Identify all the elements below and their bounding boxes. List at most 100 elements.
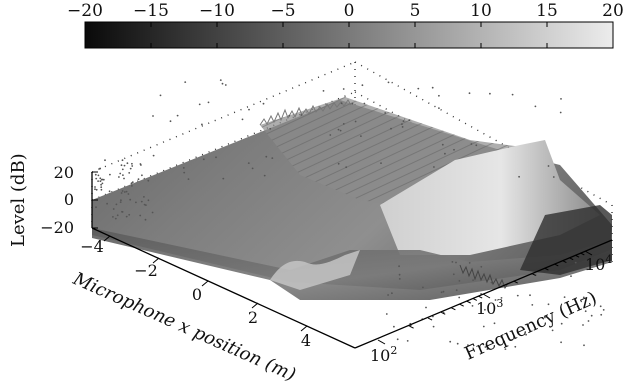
noise-dot [574,261,577,264]
noise-dot [141,174,143,177]
noise-dot [511,93,514,96]
noise-dot [398,273,401,276]
colorbar-tick-label: −10 [199,1,235,21]
noise-dot [140,164,142,166]
noise-dot [408,119,411,122]
noise-dot [531,304,534,306]
colorbar: −20 −15 −10 −5 0 5 10 15 20 [67,1,623,49]
surface [92,97,612,300]
freq-minor-tick [554,263,559,267]
noise-dot [95,177,98,180]
noise-dot [159,94,162,97]
z-tick-label: −20 [40,218,74,237]
colorbar-tick-label: 10 [470,1,492,21]
colorbar-tick-label: −15 [133,1,169,21]
noise-dot [135,201,137,204]
noise-dot [342,123,345,125]
freq-minor-tick [477,295,483,299]
x-tick-label: 0 [192,285,202,304]
noise-dot [468,92,471,95]
freq-minor-tick [472,298,478,301]
colorbar-tick-label: −5 [270,1,295,21]
surface-front-bump [270,250,360,290]
noise-dot [475,144,478,147]
noise-dot [504,348,507,350]
noise-dot [440,291,443,294]
noise-dot [269,127,272,130]
noise-dot [551,329,554,332]
noise-dot [582,296,585,299]
z-axis: 20 0 −20 Level (dB) [8,153,98,247]
noise-dot [184,81,187,83]
freq-tick-base: 10 [585,255,605,274]
noise-dot [490,281,493,284]
freq-tick-exp: 3 [496,297,503,310]
freq-tick-label: 103 [476,297,503,318]
noise-dot [300,114,303,116]
freq-minor-tick [568,257,574,261]
noise-dot [100,188,103,191]
noise-dot [112,216,114,218]
noise-dot [128,213,131,216]
noise-dot [444,152,446,155]
noise-dot [137,178,140,181]
noise-dot [100,183,102,186]
noise-dot [470,143,473,145]
noise-dot [125,190,128,193]
noise-dot [288,114,291,117]
noise-dot [455,289,458,292]
noise-dot [115,203,118,206]
noise-dot [131,165,134,167]
noise-dot [391,292,393,295]
noise-dot [97,180,99,183]
noise-dot [207,101,210,104]
freq-tick-base: 10 [476,299,496,318]
noise-dot [143,196,145,198]
noise-dot [340,102,343,105]
noise-dot [398,265,400,268]
noise-dot [322,90,325,92]
noise-dot [586,268,588,271]
noise-dot [104,159,106,162]
noise-dot [396,338,399,341]
noise-dot [563,296,566,298]
freq-minor-tick [580,252,585,256]
freq-minor-tick [451,307,456,311]
noise-dot [417,87,420,90]
noise-dot [121,190,124,192]
noise-dot [354,120,357,123]
noise-dot [152,154,155,157]
noise-dot [100,186,103,189]
freq-minor-tick [513,280,518,284]
noise-dot [121,168,124,171]
noise-dot [451,261,454,263]
freq-tick-base: 10 [370,346,390,365]
freq-tick-exp: 4 [605,253,612,266]
surface-spikes-lower [459,264,509,290]
noise-dot [145,204,147,207]
x-axis-label-text: Microphone x position (m) [69,268,299,386]
noise-dot [123,191,126,193]
noise-dot [119,201,122,204]
noise-dot [486,348,489,350]
noise-dot [114,217,117,220]
noise-dot [525,333,527,336]
colorbar-tick-label: 20 [602,1,623,21]
noise-dot [251,167,254,170]
noise-dot [126,162,129,165]
noise-dot [201,123,203,126]
noise-dot [127,193,130,195]
noise-dot [544,316,546,319]
freq-tick-exp: 2 [390,344,397,357]
noise-dot [129,167,132,170]
noise-dot [602,309,605,311]
noise-dot [582,324,584,326]
noise-dot [583,344,585,347]
noise-dot [271,157,274,160]
noise-dot [494,299,497,301]
z-axis-label: Level (dB) [8,153,29,247]
noise-dot [224,84,227,86]
noise-dot [384,112,387,114]
